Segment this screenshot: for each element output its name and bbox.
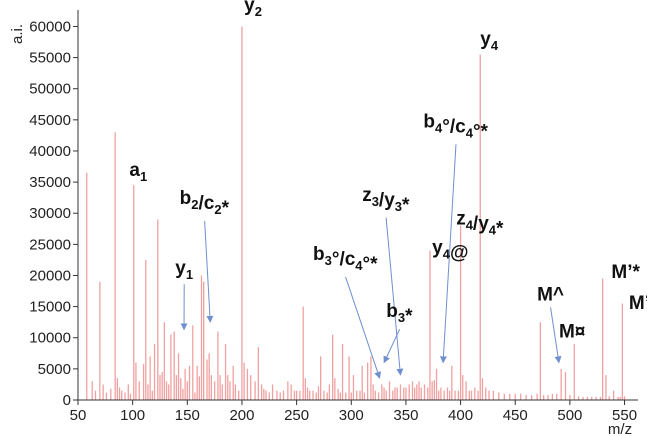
y-tick-label: 45000 xyxy=(29,112,71,129)
peak-annotation: M’* xyxy=(611,262,640,283)
annotation-text: b xyxy=(313,244,325,265)
annotation-subscript: 4 xyxy=(489,222,497,237)
axes-layer: 0 5000 10000 15000 20000 25000 30000 35000 40000… xyxy=(29,10,638,424)
x-axis-label: m/z xyxy=(608,421,632,436)
annotation-subscript: 1 xyxy=(140,169,147,184)
annotation-text: a xyxy=(129,160,140,181)
peak-annotation: y2 xyxy=(244,0,262,19)
y-tick-label: 15000 xyxy=(29,299,71,316)
annotation-text: * xyxy=(496,218,504,239)
x-tick-label: 50 xyxy=(70,407,87,424)
annotation-text: y xyxy=(175,258,186,279)
annotation-text: y xyxy=(244,0,255,16)
peak-annotation: b4°/c4°* xyxy=(423,111,488,142)
y-tick-label: 35000 xyxy=(29,174,71,191)
y-tick-label: 5000 xyxy=(38,361,71,378)
y-tick-label: 40000 xyxy=(29,143,71,160)
peak-annotation: b2/c2* xyxy=(180,188,230,219)
annotation-text: b xyxy=(386,301,398,322)
peak-annotation: M’ xyxy=(629,293,647,314)
annotation-subscript: 3 xyxy=(372,194,379,209)
annotation-subscript: 2 xyxy=(214,202,221,217)
annotation-subscript: 3 xyxy=(325,253,332,268)
x-tick-label: 450 xyxy=(503,407,528,424)
annotation-text: M^ xyxy=(537,284,564,305)
peak-annotation: b3°/c4°* xyxy=(313,244,378,275)
annotation-text: y xyxy=(432,238,443,259)
annotation-text: @ xyxy=(450,243,469,264)
annotation-subscript: 4 xyxy=(466,217,474,232)
annotation-text: M’ xyxy=(629,293,647,314)
annotation-arrow xyxy=(550,307,562,364)
annotation-text: /y xyxy=(473,213,489,234)
annotation-text: °* xyxy=(363,254,379,275)
annotation-text: b xyxy=(180,188,192,209)
x-tick-label: 500 xyxy=(557,407,582,424)
peak-annotation: y1 xyxy=(175,258,193,282)
annotations-layer: y2y4a1b2/c2*y1b4°/c4°*z3/y3*z4/y4*y4@b3°… xyxy=(129,0,647,343)
annotation-arrow xyxy=(383,328,401,364)
annotation-subscript: 3 xyxy=(395,199,402,214)
annotation-arrow xyxy=(204,220,214,323)
peak-annotation: z3/y3* xyxy=(362,185,410,216)
annotation-text: M¤ xyxy=(559,322,586,343)
y-axis-label: a.i. xyxy=(9,24,26,44)
annotation-arrow xyxy=(385,217,404,376)
annotation-text: z xyxy=(456,208,466,229)
annotation-text: y xyxy=(480,29,491,50)
annotation-text: * xyxy=(222,198,230,219)
y-tick-label: 55000 xyxy=(29,50,71,67)
x-tick-label: 400 xyxy=(448,407,473,424)
annotation-text: b xyxy=(423,111,435,132)
annotation-subscript: 2 xyxy=(255,4,262,19)
peak-annotation: M^ xyxy=(537,284,564,305)
annotation-text: /y xyxy=(379,190,395,211)
annotation-subscript: 4 xyxy=(435,120,443,135)
annotation-subscript: 4 xyxy=(491,38,499,53)
annotation-subscript: 4 xyxy=(466,125,474,140)
y-tick-label: 30000 xyxy=(29,205,71,222)
annotation-arrow xyxy=(345,276,381,379)
peak-annotation: a1 xyxy=(129,160,147,184)
peak-annotation: M¤ xyxy=(559,322,586,343)
arrows-layer xyxy=(180,144,562,379)
x-tick-label: 250 xyxy=(284,407,309,424)
annotation-text: M’* xyxy=(611,262,640,283)
x-tick-label: 350 xyxy=(393,407,418,424)
annotation-text: °/c xyxy=(332,249,356,270)
y-tick-label: 60000 xyxy=(29,18,71,35)
y-tick-label: 50000 xyxy=(29,81,71,98)
annotation-subscript: 1 xyxy=(186,267,193,282)
y-tick-label: 0 xyxy=(63,392,71,409)
annotation-text: °* xyxy=(473,121,489,142)
annotation-text: * xyxy=(402,195,410,216)
annotation-text: °/c xyxy=(442,116,466,137)
y-tick-label: 10000 xyxy=(29,330,71,347)
annotation-subscript: 2 xyxy=(191,197,198,212)
peak-annotation: y4 xyxy=(480,29,499,53)
x-tick-label: 150 xyxy=(175,407,200,424)
annotation-text: * xyxy=(405,306,413,327)
peaks-layer xyxy=(86,26,626,400)
annotation-subscript: 4 xyxy=(355,258,363,273)
peak-annotation: z4/y4* xyxy=(456,208,504,239)
annotation-text: /c xyxy=(198,193,214,214)
annotation-text: z xyxy=(362,185,372,206)
x-tick-label: 300 xyxy=(339,407,364,424)
peak-annotation: y4@ xyxy=(432,238,468,264)
annotation-subscript: 4 xyxy=(443,247,451,262)
y-tick-label: 25000 xyxy=(29,236,71,253)
peak-annotation: b3* xyxy=(386,301,413,327)
x-tick-label: 200 xyxy=(229,407,254,424)
x-tick-label: 550 xyxy=(612,407,637,424)
annotation-arrow xyxy=(439,144,457,364)
x-tick-label: 100 xyxy=(120,407,145,424)
y-tick-label: 20000 xyxy=(29,267,71,284)
annotation-subscript: 3 xyxy=(398,310,405,325)
